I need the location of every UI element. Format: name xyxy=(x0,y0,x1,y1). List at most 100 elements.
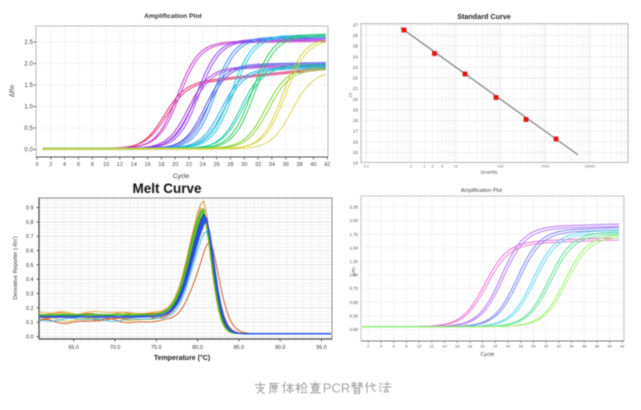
svg-text:10: 10 xyxy=(103,162,109,168)
svg-text:1.00: 1.00 xyxy=(349,273,358,278)
svg-text:0.50: 0.50 xyxy=(349,300,358,305)
svg-text:95.0: 95.0 xyxy=(316,345,327,351)
svg-text:0.0: 0.0 xyxy=(26,335,34,341)
svg-text:6: 6 xyxy=(77,162,80,168)
svg-text:22: 22 xyxy=(493,344,498,349)
svg-text:65.0: 65.0 xyxy=(68,345,79,351)
svg-text:18: 18 xyxy=(158,162,164,168)
svg-text:0.5: 0.5 xyxy=(26,263,34,269)
svg-text:0.1: 0.1 xyxy=(26,320,34,326)
svg-text:70.0: 70.0 xyxy=(110,345,121,351)
svg-text:4: 4 xyxy=(63,162,66,168)
svg-text:Standard Curve: Standard Curve xyxy=(457,12,511,21)
svg-text:32: 32 xyxy=(255,162,261,168)
svg-text:40: 40 xyxy=(607,344,612,349)
svg-text:30: 30 xyxy=(544,344,549,349)
svg-text:8: 8 xyxy=(91,162,94,168)
svg-text:24: 24 xyxy=(506,344,511,349)
svg-text:ΔRn: ΔRn xyxy=(9,84,16,97)
svg-text:28: 28 xyxy=(227,162,233,168)
svg-text:Cycle: Cycle xyxy=(481,352,495,358)
svg-text:10: 10 xyxy=(454,165,458,169)
svg-text:0.00: 0.00 xyxy=(349,327,358,332)
svg-text:2: 2 xyxy=(49,162,52,168)
svg-text:1000: 1000 xyxy=(541,165,549,169)
svg-text:1.25: 1.25 xyxy=(349,259,358,264)
svg-text:1.5: 1.5 xyxy=(24,82,33,89)
svg-text:0.4: 0.4 xyxy=(26,277,34,283)
svg-text:90.0: 90.0 xyxy=(275,345,286,351)
svg-text:Amplification Plot: Amplification Plot xyxy=(144,13,203,20)
svg-text:ΔRn: ΔRn xyxy=(351,267,356,276)
svg-text:26: 26 xyxy=(518,344,523,349)
svg-text:18: 18 xyxy=(468,344,473,349)
svg-text:75.0: 75.0 xyxy=(151,345,162,351)
svg-text:23: 23 xyxy=(353,65,359,70)
svg-text:0.8: 0.8 xyxy=(26,220,34,226)
svg-text:20: 20 xyxy=(353,97,359,102)
svg-text:38: 38 xyxy=(296,162,302,168)
svg-text:17: 17 xyxy=(353,129,359,134)
svg-text:26: 26 xyxy=(214,162,220,168)
svg-text:34: 34 xyxy=(569,344,574,349)
svg-text:20: 20 xyxy=(172,162,178,168)
svg-text:16: 16 xyxy=(455,344,460,349)
svg-text:19: 19 xyxy=(353,108,359,113)
svg-text:28: 28 xyxy=(531,344,536,349)
svg-text:38: 38 xyxy=(595,344,600,349)
svg-text:0.5: 0.5 xyxy=(24,125,33,132)
svg-text:18: 18 xyxy=(353,118,359,123)
svg-text:5: 5 xyxy=(441,165,443,169)
svg-text:10000: 10000 xyxy=(585,165,596,169)
svg-text:0.2: 0.2 xyxy=(26,306,34,312)
svg-text:85.0: 85.0 xyxy=(234,345,245,351)
svg-text:Quantity: Quantity xyxy=(480,170,498,175)
svg-text:42: 42 xyxy=(324,162,330,168)
svg-text:0.1: 0.1 xyxy=(364,165,369,169)
svg-text:12: 12 xyxy=(430,344,435,349)
svg-text:20: 20 xyxy=(480,344,485,349)
svg-text:2: 2 xyxy=(423,165,425,169)
svg-text:27: 27 xyxy=(353,23,359,28)
svg-text:10: 10 xyxy=(417,344,422,349)
svg-text:80.0: 80.0 xyxy=(192,345,203,351)
svg-text:36: 36 xyxy=(582,344,587,349)
svg-text:14: 14 xyxy=(131,162,137,168)
svg-text:24: 24 xyxy=(200,162,206,168)
svg-text:24: 24 xyxy=(353,54,359,59)
svg-text:16: 16 xyxy=(144,162,150,168)
svg-text:14: 14 xyxy=(353,161,359,166)
svg-text:Melt Curve: Melt Curve xyxy=(132,181,202,196)
svg-text:0.6: 0.6 xyxy=(26,249,34,255)
svg-text:1.75: 1.75 xyxy=(349,232,358,237)
svg-text:14: 14 xyxy=(442,344,447,349)
svg-text:3: 3 xyxy=(431,165,433,169)
svg-text:1.0: 1.0 xyxy=(24,104,33,111)
svg-text:Amplification Plot: Amplification Plot xyxy=(461,188,503,194)
svg-text:2.5: 2.5 xyxy=(24,39,33,46)
svg-text:2.0: 2.0 xyxy=(24,61,33,68)
svg-text:0.75: 0.75 xyxy=(349,286,358,291)
svg-text:0.7: 0.7 xyxy=(26,234,34,240)
svg-text:26: 26 xyxy=(353,33,359,38)
svg-text:PCR: PCR xyxy=(323,380,350,395)
svg-text:8: 8 xyxy=(405,344,408,349)
svg-text:0.9: 0.9 xyxy=(26,206,34,212)
svg-text:36: 36 xyxy=(283,162,289,168)
svg-text:21: 21 xyxy=(353,86,359,91)
svg-text:12: 12 xyxy=(117,162,123,168)
svg-text:2.25: 2.25 xyxy=(349,205,358,210)
svg-text:0.0: 0.0 xyxy=(24,147,33,154)
svg-text:16: 16 xyxy=(353,139,359,144)
svg-text:2: 2 xyxy=(367,344,370,349)
svg-text:25: 25 xyxy=(353,44,359,49)
svg-text:0: 0 xyxy=(35,162,38,168)
svg-text:15: 15 xyxy=(353,150,359,155)
svg-text:1.50: 1.50 xyxy=(349,245,358,250)
svg-text:32: 32 xyxy=(557,344,562,349)
svg-text:2.00: 2.00 xyxy=(349,218,358,223)
svg-text:4: 4 xyxy=(380,344,383,349)
svg-text:34: 34 xyxy=(269,162,275,168)
svg-text:0.3: 0.3 xyxy=(26,292,34,298)
svg-text:Derivative Reporter (-Rn'): Derivative Reporter (-Rn') xyxy=(13,236,19,300)
